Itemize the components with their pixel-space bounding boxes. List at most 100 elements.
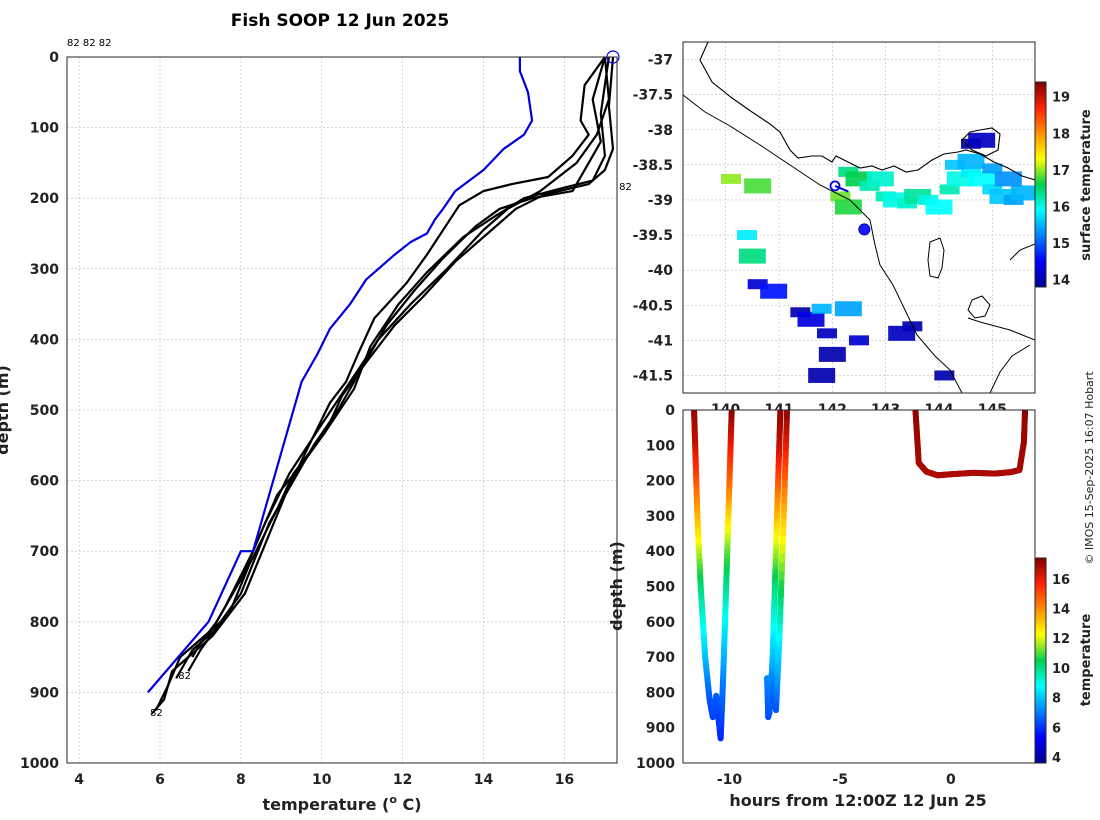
y-tick-label: 500 <box>30 403 59 419</box>
lat-tick-label: -41 <box>648 333 673 349</box>
colorbar-tick-label: 4 <box>1052 751 1061 766</box>
x-tick-label: 16 <box>555 772 574 788</box>
shelf-break <box>683 94 963 393</box>
lat-tick-label: -40.5 <box>633 298 673 314</box>
x-tick-label: 14 <box>474 772 494 788</box>
sst-cell <box>721 173 741 184</box>
sst-colorbar <box>1035 82 1046 287</box>
sst-cell <box>934 370 955 381</box>
hour-tick-label: 0 <box>946 772 956 788</box>
sst-cell <box>834 199 862 215</box>
profile-lines <box>147 57 615 715</box>
sst-cell <box>760 283 788 299</box>
sst-cell <box>744 178 772 194</box>
depth-tick-label: 500 <box>646 580 675 596</box>
sst-cell <box>818 346 846 362</box>
x-tick-label: 8 <box>236 772 246 788</box>
y-tick-label: 700 <box>30 544 59 560</box>
depth-tick-label: 600 <box>646 615 675 631</box>
sst-cell <box>738 248 766 264</box>
x-tick-label: 10 <box>312 772 332 788</box>
colorbar-tick-label: 8 <box>1052 692 1061 707</box>
depth-tick-label: 900 <box>646 721 675 737</box>
lat-tick-labels: -37 -37.5 -38 -38.5 -39 -39.5 -40 -40.5 … <box>633 53 674 385</box>
sst-colorbar-frame <box>1034 81 1047 288</box>
x-tick-label: 12 <box>393 772 412 788</box>
sst-cell <box>982 163 1003 174</box>
colorbar-tick-label: 17 <box>1052 164 1070 179</box>
lat-tick-label: -39 <box>648 193 673 209</box>
depth-tick-label: 1000 <box>636 756 675 772</box>
tasmania-shelf <box>989 344 1031 393</box>
lat-tick-label: -40 <box>648 263 674 279</box>
sst-cell <box>849 335 869 346</box>
hour-tick-labels: -10 -5 0 <box>717 772 956 788</box>
sst-cell <box>737 230 757 241</box>
hour-tick-label: -10 <box>717 772 743 788</box>
depth-tick-label: 0 <box>665 403 675 419</box>
map-panel: -37 -37.5 -38 -38.5 -39 -39.5 -40 -40.5 … <box>633 41 1094 418</box>
temperature-colorbar-label: temperature <box>1079 614 1094 707</box>
profile-label: 82 <box>150 708 163 719</box>
temperature-colorbar-ticks: 4 6 8 10 12 14 16 <box>1052 573 1070 766</box>
profile-line <box>191 57 611 658</box>
sst-cell <box>817 328 837 339</box>
plot-area <box>67 57 617 763</box>
profile-line <box>147 57 534 694</box>
king-island <box>927 237 945 279</box>
x-axis-label: temperature (o C) <box>262 793 421 814</box>
track-start-marker <box>829 180 841 192</box>
sst-cell <box>747 279 768 290</box>
y-tick-label: 400 <box>30 332 59 348</box>
colorbar-tick-label: 14 <box>1052 274 1070 289</box>
gridlines <box>67 56 617 764</box>
lat-tick-label: -37.5 <box>633 88 673 104</box>
sst-cell <box>939 184 960 195</box>
hour-tick-label: -5 <box>832 772 848 788</box>
sst-cell <box>957 153 985 169</box>
sst-cell <box>888 325 916 341</box>
section-panel: 0 100 200 300 400 500 600 700 800 900 10… <box>607 403 1094 810</box>
sst-cell <box>968 171 996 187</box>
sst-cell <box>968 132 996 148</box>
x-tick-labels: 4 6 8 10 12 14 16 <box>74 772 574 788</box>
depth-tick-label: 200 <box>646 474 675 490</box>
depth-tick-label: 400 <box>646 544 675 560</box>
depth-tick-label: 700 <box>646 650 675 666</box>
sst-colorbar-ticks: 14 15 16 17 18 19 <box>1052 91 1070 289</box>
sst-cell <box>830 191 851 202</box>
hunter-island <box>967 295 991 319</box>
profile-line <box>187 57 615 672</box>
axes-frame <box>66 56 618 764</box>
colorbar-tick-label: 16 <box>1052 200 1070 215</box>
lat-tick-label: -38.5 <box>633 158 673 174</box>
depth-tick-label: 300 <box>646 509 675 525</box>
section-area <box>683 410 1035 763</box>
y-tick-label: 1000 <box>20 756 59 772</box>
colorbar-tick-label: 6 <box>1052 721 1061 736</box>
y-tick-label: 600 <box>30 474 59 490</box>
track-end-marker <box>858 223 871 236</box>
bass-strait-line <box>1009 243 1035 261</box>
temperature-colorbar <box>1035 558 1046 763</box>
coastlines <box>683 42 1035 393</box>
sst-cell <box>834 301 862 317</box>
depth-tick-label: 800 <box>646 685 675 701</box>
sst-cell <box>797 311 825 327</box>
sst-cell <box>866 171 894 187</box>
y-tick-label: 900 <box>30 685 59 701</box>
colorbar-tick-label: 18 <box>1052 127 1070 142</box>
depth-tick-labels: 0 100 200 300 400 500 600 700 800 900 10… <box>636 403 675 772</box>
colorbar-tick-label: 19 <box>1052 91 1070 106</box>
lat-tick-label: -41.5 <box>633 368 673 384</box>
colorbar-tick-label: 16 <box>1052 573 1070 588</box>
sst-cell <box>994 171 1022 187</box>
port-phillip <box>961 127 1001 157</box>
temperature-colorbar-frame <box>1034 557 1047 764</box>
ship-track <box>829 180 871 236</box>
map-area <box>683 42 1035 393</box>
depth-tick-label: 100 <box>646 438 675 454</box>
y-tick-label: 0 <box>49 50 59 66</box>
credit-text: © IMOS 15-Sep-2025 16:07 Hobart <box>1083 371 1096 565</box>
